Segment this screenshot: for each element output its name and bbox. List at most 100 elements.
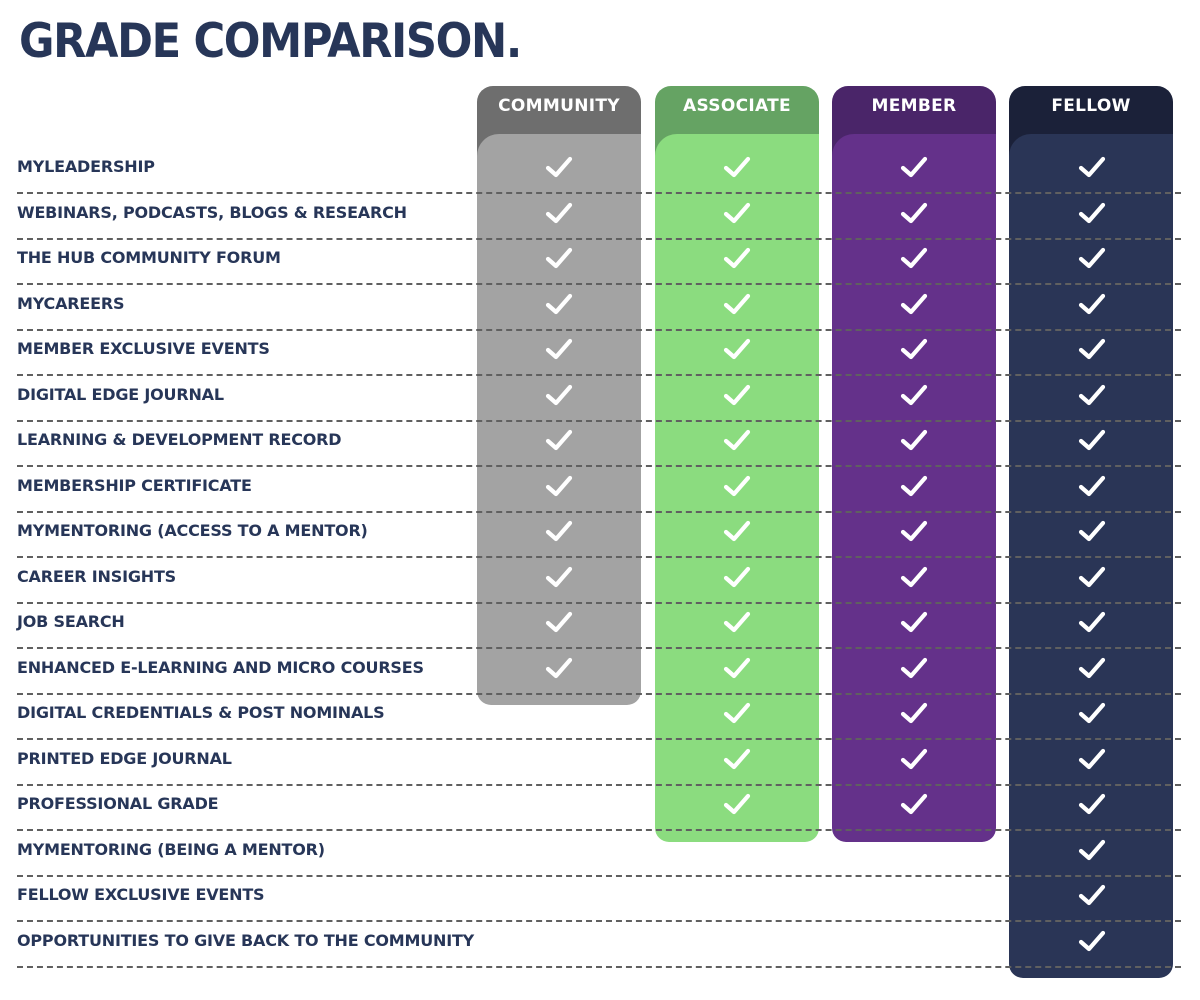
row-divider	[17, 237, 1181, 240]
checkmark-icon	[723, 429, 751, 451]
feature-row: THE HUB COMMUNITY FORUM	[0, 238, 1200, 285]
checkmark-icon	[900, 338, 928, 360]
feature-row: JOB SEARCH	[0, 602, 1200, 649]
checkmark-icon	[1078, 793, 1106, 815]
checkmark-icon	[723, 566, 751, 587]
feature-label: PRINTED EDGE JOURNAL	[17, 748, 232, 768]
checkmark-icon	[545, 566, 573, 587]
feature-row: MEMBERSHIP CERTIFICATE	[0, 466, 1200, 513]
row-divider	[17, 692, 1181, 695]
feature-label: LEARNING & DEVELOPMENT RECORD	[17, 430, 342, 449]
row-divider	[17, 374, 1181, 376]
checkmark-icon	[1078, 475, 1106, 496]
row-divider	[17, 328, 1181, 331]
checkmark-icon	[723, 338, 751, 360]
feature-row: DIGITAL EDGE JOURNAL	[0, 375, 1200, 422]
checkmark-icon	[545, 657, 573, 678]
checkmark-icon	[723, 793, 751, 815]
feature-label: DIGITAL EDGE JOURNAL	[17, 384, 224, 404]
checkmark-icon	[723, 156, 751, 178]
checkmark-icon	[545, 520, 573, 542]
checkmark-icon	[723, 247, 751, 269]
checkmark-icon	[545, 247, 573, 269]
checkmark-icon	[545, 202, 573, 223]
checkmark-icon	[545, 429, 573, 451]
checkmark-icon	[1078, 247, 1106, 269]
checkmark-icon	[1078, 156, 1106, 178]
checkmark-icon	[900, 702, 928, 724]
checkmark-icon	[1078, 611, 1106, 633]
feature-label: MEMBER EXCLUSIVE EVENTS	[17, 339, 270, 358]
checkmark-icon	[900, 156, 928, 178]
row-divider	[17, 556, 1181, 558]
row-divider	[17, 829, 1181, 831]
feature-row: WEBINARS, PODCASTS, BLOGS & RESEARCH	[0, 193, 1200, 240]
feature-row: PROFESSIONAL GRADE	[0, 784, 1200, 831]
feature-row: LEARNING & DEVELOPMENT RECORD	[0, 420, 1200, 467]
checkmark-icon	[900, 384, 928, 405]
checkmark-icon	[723, 202, 751, 223]
feature-label: CAREER INSIGHTS	[17, 566, 176, 586]
checkmark-icon	[900, 566, 928, 587]
checkmark-icon	[1078, 839, 1106, 860]
checkmark-icon	[723, 657, 751, 678]
feature-row: MYLEADERSHIP	[0, 147, 1200, 194]
checkmark-icon	[900, 247, 928, 269]
grade-header-label: FELLOW	[1051, 96, 1131, 116]
feature-label: OPPORTUNITIES TO GIVE BACK TO THE COMMUN…	[17, 930, 475, 950]
feature-label: JOB SEARCH	[17, 612, 125, 631]
feature-row: CAREER INSIGHTS	[0, 557, 1200, 604]
checkmark-icon	[723, 520, 751, 542]
page-title: GRADE COMPARISON.	[19, 14, 522, 69]
row-divider	[17, 510, 1181, 513]
feature-row: MYMENTORING (BEING A MENTOR)	[0, 830, 1200, 877]
feature-label: FELLOW EXCLUSIVE EVENTS	[17, 885, 265, 904]
checkmark-icon	[545, 156, 573, 178]
row-divider	[17, 965, 1181, 968]
checkmark-icon	[1078, 702, 1106, 724]
feature-row: PRINTED EDGE JOURNAL	[0, 739, 1200, 786]
checkmark-icon	[723, 293, 751, 314]
checkmark-icon	[1078, 293, 1106, 314]
row-divider	[17, 192, 1181, 194]
row-divider	[17, 465, 1181, 467]
checkmark-icon	[723, 611, 751, 633]
checkmark-icon	[900, 611, 928, 633]
feature-label: WEBINARS, PODCASTS, BLOGS & RESEARCH	[17, 202, 407, 222]
row-divider	[17, 783, 1181, 786]
row-divider	[17, 920, 1181, 922]
row-divider	[17, 647, 1181, 649]
checkmark-icon	[545, 293, 573, 314]
checkmark-icon	[1078, 202, 1106, 223]
feature-row: ENHANCED E-LEARNING AND MICRO COURSES	[0, 648, 1200, 695]
row-divider	[17, 874, 1181, 877]
feature-label: PROFESSIONAL GRADE	[17, 794, 219, 813]
checkmark-icon	[1078, 657, 1106, 678]
checkmark-icon	[545, 384, 573, 405]
feature-row: MYCAREERS	[0, 284, 1200, 331]
feature-label: MEMBERSHIP CERTIFICATE	[17, 475, 252, 495]
checkmark-icon	[723, 475, 751, 496]
feature-label: ENHANCED E-LEARNING AND MICRO COURSES	[17, 657, 424, 677]
feature-row: OPPORTUNITIES TO GIVE BACK TO THE COMMUN…	[0, 921, 1200, 968]
row-divider	[17, 283, 1181, 285]
row-divider	[17, 419, 1181, 422]
checkmark-icon	[1078, 338, 1106, 360]
checkmark-icon	[900, 748, 928, 769]
checkmark-icon	[545, 475, 573, 496]
feature-row: DIGITAL CREDENTIALS & POST NOMINALS	[0, 693, 1200, 740]
feature-label: MYMENTORING (ACCESS TO A MENTOR)	[17, 521, 368, 540]
feature-label: MYMENTORING (BEING A MENTOR)	[17, 839, 325, 859]
grade-header-label: MEMBER	[871, 96, 957, 116]
feature-label: DIGITAL CREDENTIALS & POST NOMINALS	[17, 703, 385, 722]
row-divider	[17, 601, 1181, 604]
checkmark-icon	[1078, 748, 1106, 769]
feature-label: THE HUB COMMUNITY FORUM	[17, 248, 281, 267]
checkmark-icon	[1078, 384, 1106, 405]
checkmark-icon	[900, 793, 928, 815]
feature-label: MYLEADERSHIP	[17, 157, 155, 176]
checkmark-icon	[900, 202, 928, 223]
checkmark-icon	[1078, 930, 1106, 951]
feature-label: MYCAREERS	[17, 293, 125, 313]
